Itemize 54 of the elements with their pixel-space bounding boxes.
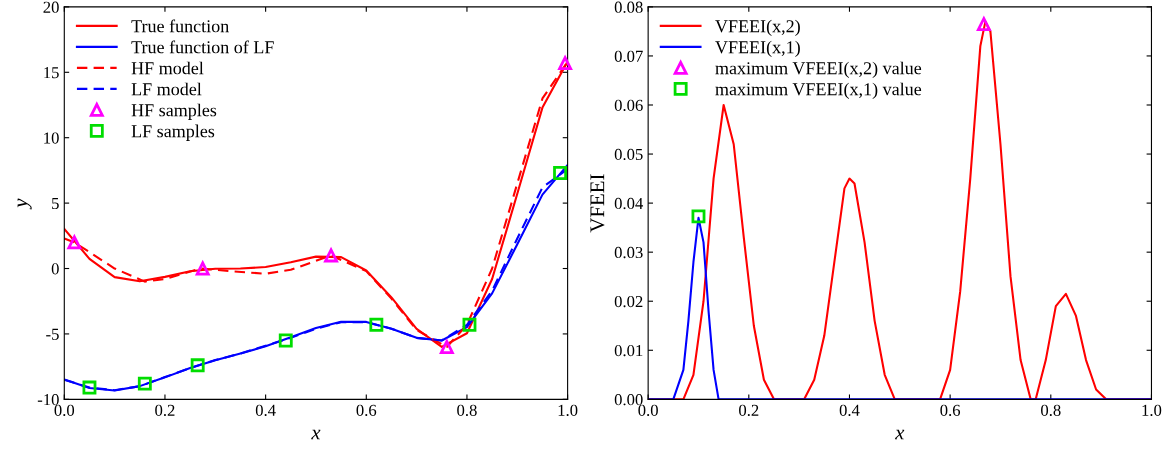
y-tick-label: 0.03 [614, 246, 643, 259]
x-tick-label: 0.2 [155, 404, 175, 416]
legend-label: VFEEI(x,1) [715, 40, 800, 58]
y-tick-label: 0 [51, 263, 59, 275]
x-tick-label: 0.2 [739, 404, 759, 416]
point [137, 376, 152, 391]
point [195, 259, 211, 276]
y-tick-label: 0.02 [614, 295, 643, 308]
x-tick-label: 0.8 [1041, 404, 1061, 416]
x-tick-label: 0.4 [839, 404, 860, 416]
y-tick-label: 0.00 [614, 394, 643, 406]
point [82, 380, 97, 395]
x-tick-label: 0.4 [255, 404, 276, 416]
point [553, 166, 568, 180]
legend-label: LF model [131, 82, 202, 96]
legend-label: maximum VFEEI(x,1) value [715, 82, 922, 99]
y-tick-label: 0.07 [614, 50, 643, 62]
y-tick-label: 5 [52, 197, 59, 210]
point [369, 317, 384, 332]
x-tick-label: 0.8 [457, 404, 477, 416]
y-tick-label: 15 [44, 67, 59, 79]
legend-label: maximum VFEEI(x,2) value [715, 61, 922, 78]
legend-label: LF samples [131, 124, 215, 141]
point [324, 248, 338, 263]
point [67, 235, 82, 250]
y-tick-label: 10 [44, 132, 59, 144]
x-tick-label: 0.6 [940, 404, 961, 416]
x-tick-label: 1.0 [1142, 404, 1162, 416]
legend-label: True function of LF [131, 40, 274, 54]
point [462, 317, 477, 332]
point [558, 56, 573, 71]
point [439, 340, 454, 354]
y-tick-label: -5 [46, 328, 59, 340]
y-tick-label: 0.04 [614, 197, 644, 210]
y-tick-label: -10 [37, 394, 59, 406]
y-tick-label: 0.05 [614, 148, 643, 161]
legend-label: VFEEI(x,2) [715, 19, 800, 37]
y-tick-label: 0.08 [614, 1, 643, 13]
point [278, 333, 293, 348]
legend-label: True function [131, 19, 229, 33]
x-axis-title: x [894, 429, 905, 440]
point [190, 358, 205, 373]
x-tick-label: 1.0 [558, 404, 578, 416]
x-tick-label: 0.0 [638, 404, 658, 416]
y-tick-label: 0.06 [614, 99, 643, 112]
x-axis-title: x [311, 429, 321, 440]
y-axis-title: VFEEI [590, 174, 605, 233]
x-tick-label: 0.6 [356, 404, 377, 416]
y-axis-title: y [17, 198, 32, 210]
legend-label: HF samples [131, 103, 217, 120]
legend-label: HF model [131, 61, 204, 75]
x-tick-label: 0.0 [54, 404, 75, 416]
y-tick-label: 20 [43, 1, 59, 13]
y-tick-label: 0.01 [614, 344, 643, 357]
